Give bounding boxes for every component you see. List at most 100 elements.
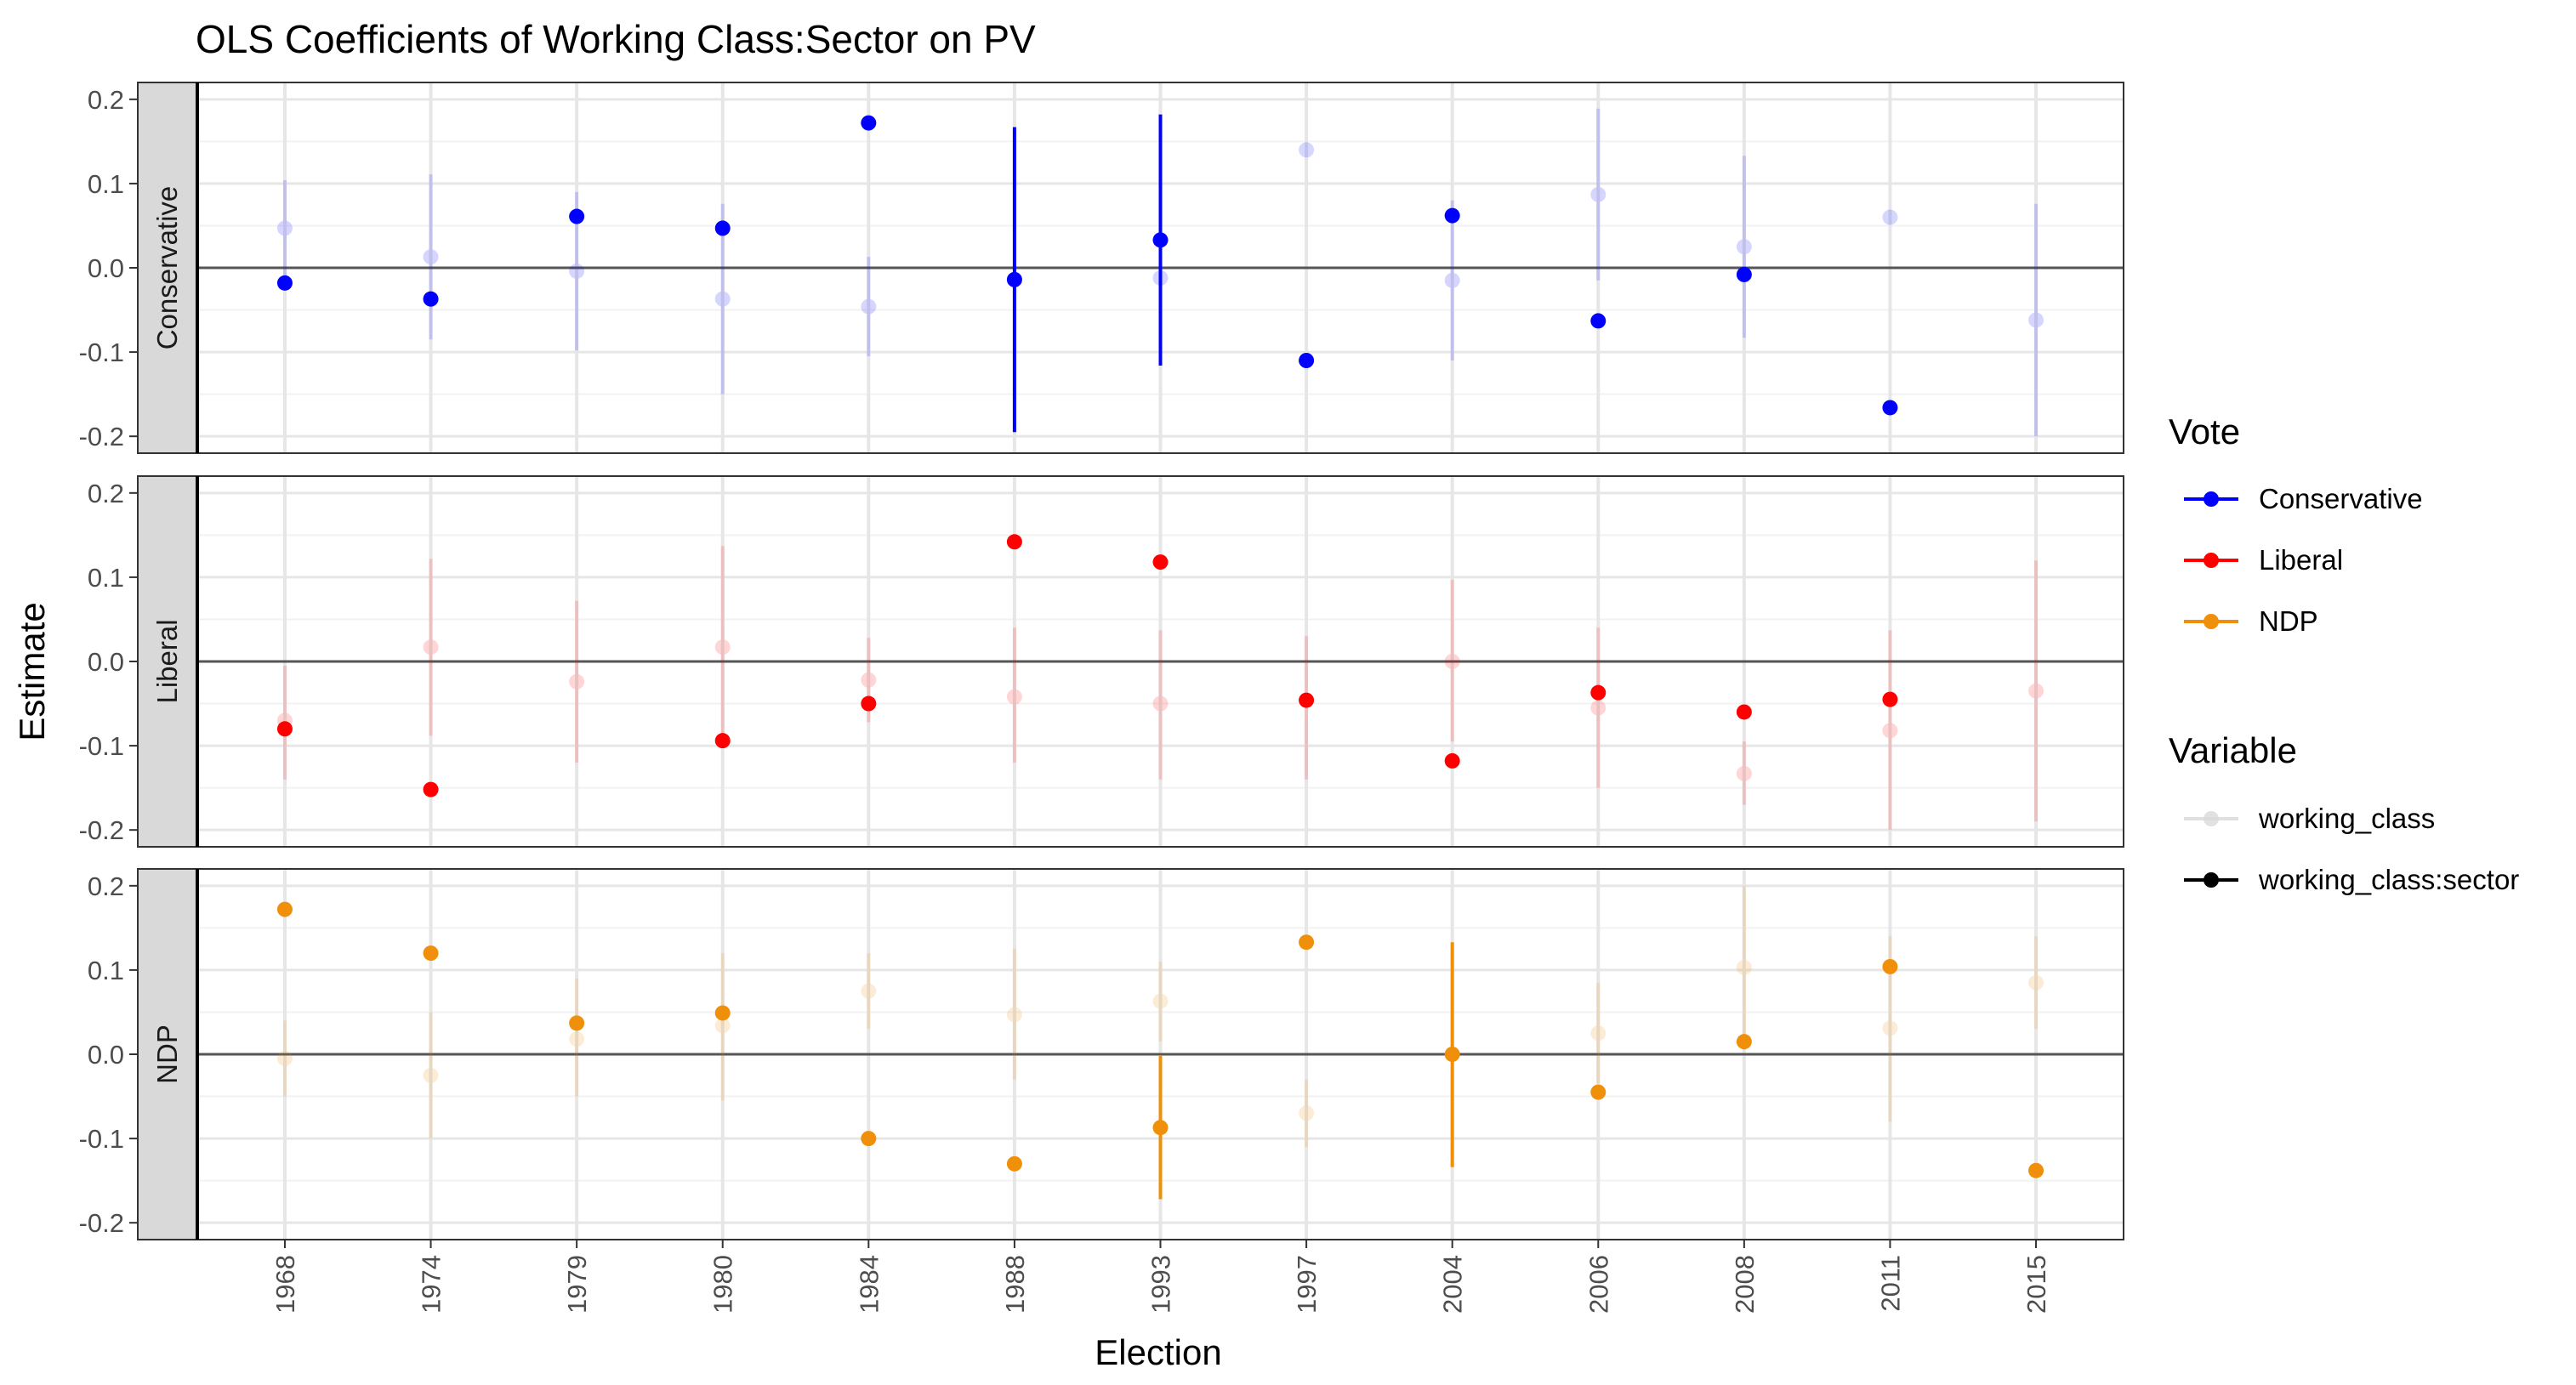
y-tick-label: 0.2 bbox=[88, 871, 124, 901]
x-tick-label-2008: 2008 bbox=[1730, 1255, 1760, 1314]
point-2006 bbox=[1590, 684, 1606, 701]
point-2015 bbox=[2028, 312, 2044, 328]
series-working-class-sector bbox=[276, 534, 1898, 798]
y-tick-label: -0.2 bbox=[79, 422, 124, 451]
point-2006 bbox=[1590, 1084, 1606, 1100]
point-2004 bbox=[1444, 207, 1460, 224]
point-2011 bbox=[1882, 958, 1898, 974]
point-1993 bbox=[1152, 695, 1169, 712]
legend: Vote Conservative Liberal NDP Variable workin… bbox=[2169, 412, 2519, 895]
point-2011 bbox=[1882, 691, 1898, 707]
point-1968 bbox=[276, 901, 293, 917]
legend-key-point bbox=[2204, 614, 2219, 629]
point-1984 bbox=[861, 115, 877, 131]
point-1984 bbox=[861, 672, 877, 688]
point-2008 bbox=[1736, 266, 1752, 282]
point-1984 bbox=[861, 983, 877, 999]
x-tick-label-2006: 2006 bbox=[1584, 1255, 1613, 1314]
facet-ndp: NDP -0.2 -0.1 0.0 0.1 0.2 bbox=[79, 868, 2124, 1240]
point-1997 bbox=[1299, 1105, 1315, 1121]
point-2004 bbox=[1444, 272, 1460, 288]
point-1979 bbox=[569, 263, 585, 279]
point-2004 bbox=[1444, 654, 1460, 669]
x-tick-label-1984: 1984 bbox=[854, 1255, 884, 1314]
y-tick-label: 0.2 bbox=[88, 85, 124, 115]
point-1984 bbox=[861, 695, 877, 712]
point-1979 bbox=[569, 673, 585, 690]
legend-key-point bbox=[2204, 811, 2219, 826]
legend-item-label: NDP bbox=[2259, 605, 2318, 637]
point-1993 bbox=[1152, 232, 1169, 248]
point-1974 bbox=[423, 1067, 439, 1083]
series-working-class bbox=[276, 108, 2044, 437]
y-tick-label: -0.1 bbox=[79, 731, 124, 761]
point-2008 bbox=[1736, 1034, 1752, 1050]
point-1974 bbox=[423, 249, 439, 265]
x-tick-label-2011: 2011 bbox=[1875, 1255, 1905, 1312]
point-1968 bbox=[276, 220, 293, 236]
point-2011 bbox=[1882, 209, 1898, 225]
point-2011 bbox=[1882, 400, 1898, 416]
legend-item-ndp: NDP bbox=[2184, 605, 2318, 637]
point-2004 bbox=[1444, 752, 1460, 769]
point-1979 bbox=[569, 1015, 585, 1031]
series-working-class-sector bbox=[276, 901, 2044, 1200]
point-1974 bbox=[423, 945, 439, 962]
series-working-class bbox=[276, 546, 2044, 831]
point-1974 bbox=[423, 781, 439, 798]
x-tick-label-1988: 1988 bbox=[1000, 1255, 1030, 1314]
facet-strip bbox=[137, 475, 198, 848]
x-tick-label-2015: 2015 bbox=[2022, 1255, 2051, 1314]
point-1984 bbox=[861, 298, 877, 315]
y-tick-label: -0.1 bbox=[79, 1124, 124, 1154]
point-1988 bbox=[1006, 534, 1022, 550]
point-1968 bbox=[276, 721, 293, 737]
point-1997 bbox=[1299, 692, 1315, 708]
point-1980 bbox=[714, 639, 731, 656]
legend-item-label: working_class:sector bbox=[2258, 864, 2519, 895]
chart-title: OLS Coefficients of Working Class:Sector… bbox=[196, 17, 1036, 61]
point-1993 bbox=[1152, 554, 1169, 570]
legend-item-working-class-sector: working_class:sector bbox=[2184, 864, 2519, 895]
point-2008 bbox=[1736, 239, 1752, 255]
point-1988 bbox=[1006, 1155, 1022, 1172]
point-1988 bbox=[1006, 271, 1022, 287]
y-tick-label: 0.0 bbox=[88, 647, 124, 677]
point-1993 bbox=[1152, 993, 1169, 1009]
legend-key-point bbox=[2204, 872, 2219, 888]
point-2006 bbox=[1590, 313, 1606, 329]
legend-key-point bbox=[2204, 553, 2219, 568]
point-2015 bbox=[2028, 683, 2044, 699]
point-1988 bbox=[1006, 1007, 1022, 1023]
x-tick-label-1997: 1997 bbox=[1292, 1255, 1322, 1314]
legend-item-liberal: Liberal bbox=[2184, 544, 2343, 576]
series-working-class bbox=[276, 885, 2044, 1147]
point-2015 bbox=[2028, 974, 2044, 991]
point-1993 bbox=[1152, 1120, 1169, 1136]
x-tick-label-1993: 1993 bbox=[1146, 1255, 1176, 1314]
point-2008 bbox=[1736, 704, 1752, 720]
y-tick-label: 0.1 bbox=[88, 169, 124, 199]
x-axis: 1968 1974 1979 1980 1984 1988 1993 1997 2004 2006… bbox=[270, 1240, 2051, 1314]
facet-conservative: Conservative -0.2 -0.1 0.0 0.1 0.2 bbox=[79, 82, 2124, 454]
point-1974 bbox=[423, 639, 439, 656]
point-1997 bbox=[1299, 142, 1315, 158]
x-tick-label-2004: 2004 bbox=[1438, 1255, 1468, 1314]
facet-strip-label: NDP bbox=[151, 1025, 183, 1084]
y-axis-label: Estimate bbox=[12, 602, 52, 741]
point-1979 bbox=[569, 208, 585, 224]
point-1997 bbox=[1299, 934, 1315, 951]
point-1968 bbox=[276, 275, 293, 291]
point-1980 bbox=[714, 733, 731, 749]
point-1980 bbox=[714, 220, 731, 236]
point-1980 bbox=[714, 1005, 731, 1021]
legend-item-label: working_class bbox=[2258, 803, 2435, 834]
legend-item-label: Conservative bbox=[2259, 483, 2423, 514]
y-tick-label: 0.1 bbox=[88, 956, 124, 985]
x-tick-label-1968: 1968 bbox=[270, 1255, 300, 1314]
point-1980 bbox=[714, 1018, 731, 1034]
y-tick-label: -0.1 bbox=[79, 338, 124, 367]
legend-key-point bbox=[2204, 491, 2219, 507]
point-1968 bbox=[276, 1050, 293, 1066]
